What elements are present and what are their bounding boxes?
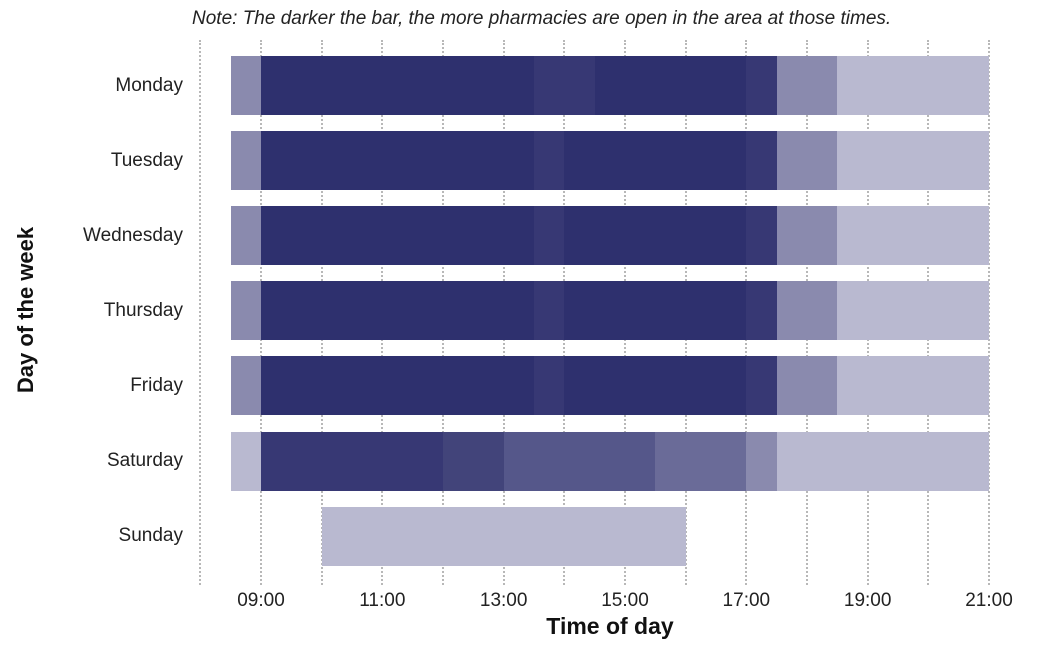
bar-tuesday	[0, 131, 1038, 191]
bar-monday	[0, 56, 1038, 116]
bar-segment	[261, 281, 534, 341]
bar-segment	[837, 131, 989, 191]
bar-segment	[837, 356, 989, 416]
bar-segment	[261, 431, 443, 491]
bar-wednesday	[0, 206, 1038, 266]
bar-segment	[230, 206, 261, 266]
x-tick-label: 09:00	[237, 590, 285, 611]
bar-segment	[564, 131, 747, 191]
day-label: Sunday	[118, 525, 183, 547]
bar-segment	[776, 206, 838, 266]
bar-segment	[746, 206, 777, 266]
bar-sunday	[0, 506, 1038, 567]
bar-segment	[564, 356, 747, 416]
bar-segment	[534, 131, 565, 191]
bar-segment	[564, 281, 747, 341]
bar-segment	[230, 56, 261, 115]
bar-segment	[443, 431, 504, 491]
bar-segment	[261, 131, 534, 191]
bar-segment	[776, 131, 838, 191]
day-label: Saturday	[106, 450, 183, 471]
y-axis-title: Day of the week	[13, 226, 38, 394]
day-label: Monday	[115, 74, 183, 96]
bar-segment	[230, 431, 261, 491]
bar-segment	[746, 281, 777, 341]
bar-segment	[230, 131, 261, 191]
bar-segment	[746, 431, 777, 491]
bar-segment	[503, 431, 656, 491]
gridline	[988, 40, 990, 585]
bar-segment	[776, 356, 838, 416]
bar-segment	[261, 56, 534, 115]
bar-saturday	[0, 431, 1038, 492]
bar-segment	[594, 56, 747, 115]
bar-segment	[534, 356, 565, 416]
day-label: Tuesday	[110, 149, 183, 171]
bar-segment	[837, 56, 989, 115]
bar-segment	[534, 56, 595, 115]
bar-segment	[321, 506, 686, 566]
day-label: Friday	[130, 374, 183, 396]
bar-segment	[776, 281, 838, 341]
bar-segment	[776, 56, 838, 115]
bar-segment	[776, 431, 989, 491]
bar-friday	[0, 356, 1038, 416]
bar-segment	[230, 281, 261, 341]
x-axis-title: Time of day	[546, 613, 674, 639]
x-tick-label: 13:00	[479, 590, 528, 611]
x-tick-label: 21:00	[965, 590, 1013, 611]
bar-segment	[746, 131, 777, 191]
bar-segment	[230, 356, 261, 416]
bar-segment	[837, 281, 989, 341]
bar-segment	[746, 356, 777, 416]
gridline	[199, 40, 202, 585]
bar-segment	[746, 56, 777, 115]
bar-segment	[534, 281, 565, 341]
x-tick-label: 11:00	[359, 590, 406, 611]
bar-segment	[837, 206, 989, 266]
bar-segment	[564, 206, 747, 266]
bar-segment	[655, 431, 747, 491]
bar-segment	[261, 206, 534, 266]
bar-segment	[261, 356, 534, 416]
day-label: Thursday	[103, 299, 183, 321]
x-tick-label: 19:00	[843, 590, 892, 611]
x-tick-label: 17:00	[722, 590, 771, 611]
x-tick-label: 15:00	[601, 590, 649, 611]
day-label: Wednesday	[83, 224, 183, 246]
chart-note: Note: The darker the bar, the more pharm…	[192, 8, 892, 29]
bar-thursday	[0, 281, 1038, 341]
bar-segment	[534, 206, 565, 266]
